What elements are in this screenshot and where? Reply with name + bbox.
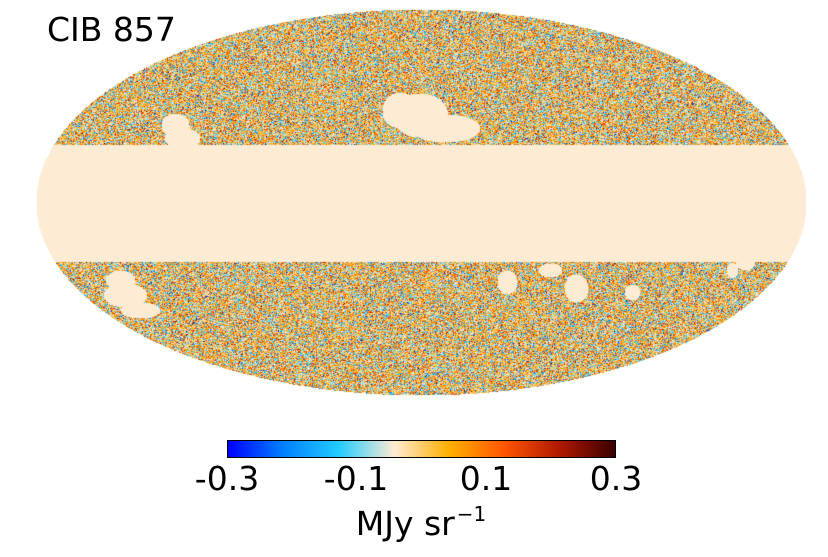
unit-exponent: −1 <box>456 502 487 526</box>
map-title: CIB 857 <box>47 10 176 49</box>
sky-map <box>0 0 828 420</box>
colorbar-tick-label: -0.1 <box>323 459 389 498</box>
colorbar <box>227 440 616 458</box>
colorbar-tick-label: 0.1 <box>459 459 513 498</box>
unit-base: MJy sr <box>355 504 455 543</box>
colorbar-unit-label: MJy sr −1 <box>355 504 486 543</box>
colorbar-tick-label: 0.3 <box>589 459 643 498</box>
colorbar-tick-label: -0.3 <box>194 459 260 498</box>
mollweide-map-canvas <box>0 0 828 420</box>
